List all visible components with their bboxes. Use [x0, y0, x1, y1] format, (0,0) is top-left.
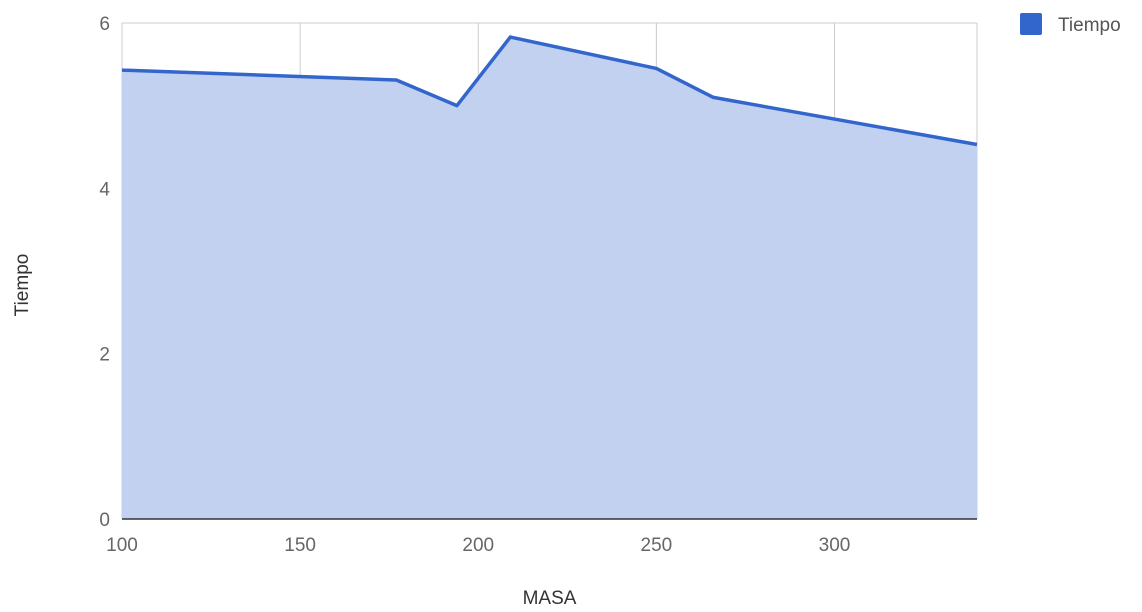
x-axis-title: MASA	[523, 588, 577, 609]
x-tick-label: 250	[641, 535, 673, 556]
data-point[interactable]	[390, 74, 402, 86]
series-area-layer	[121, 35, 978, 519]
y-tick-label: 6	[99, 14, 110, 35]
legend[interactable]: Tiempo	[1020, 13, 1121, 36]
data-point[interactable]	[504, 31, 516, 43]
data-point[interactable]	[650, 62, 662, 74]
legend-label-tiempo: Tiempo	[1058, 15, 1121, 36]
y-tick-labels: 0 2 4 6	[99, 14, 110, 531]
data-point[interactable]	[707, 91, 719, 103]
legend-swatch	[1020, 13, 1042, 35]
y-axis-title: Tiempo	[12, 254, 33, 317]
x-tick-labels: 100 150 200 250 300	[106, 535, 850, 556]
x-tick-label: 200	[462, 535, 494, 556]
series-area-fill	[122, 37, 977, 519]
data-point[interactable]	[451, 100, 463, 112]
y-tick-label: 2	[99, 345, 110, 366]
y-tick-label: 4	[99, 179, 110, 200]
data-point[interactable]	[971, 139, 983, 151]
x-tick-label: 150	[284, 535, 316, 556]
y-tick-label: 0	[99, 510, 110, 531]
series-line[interactable]	[121, 35, 978, 147]
data-point[interactable]	[116, 64, 128, 76]
x-tick-label: 300	[819, 535, 851, 556]
x-tick-label: 100	[106, 535, 138, 556]
